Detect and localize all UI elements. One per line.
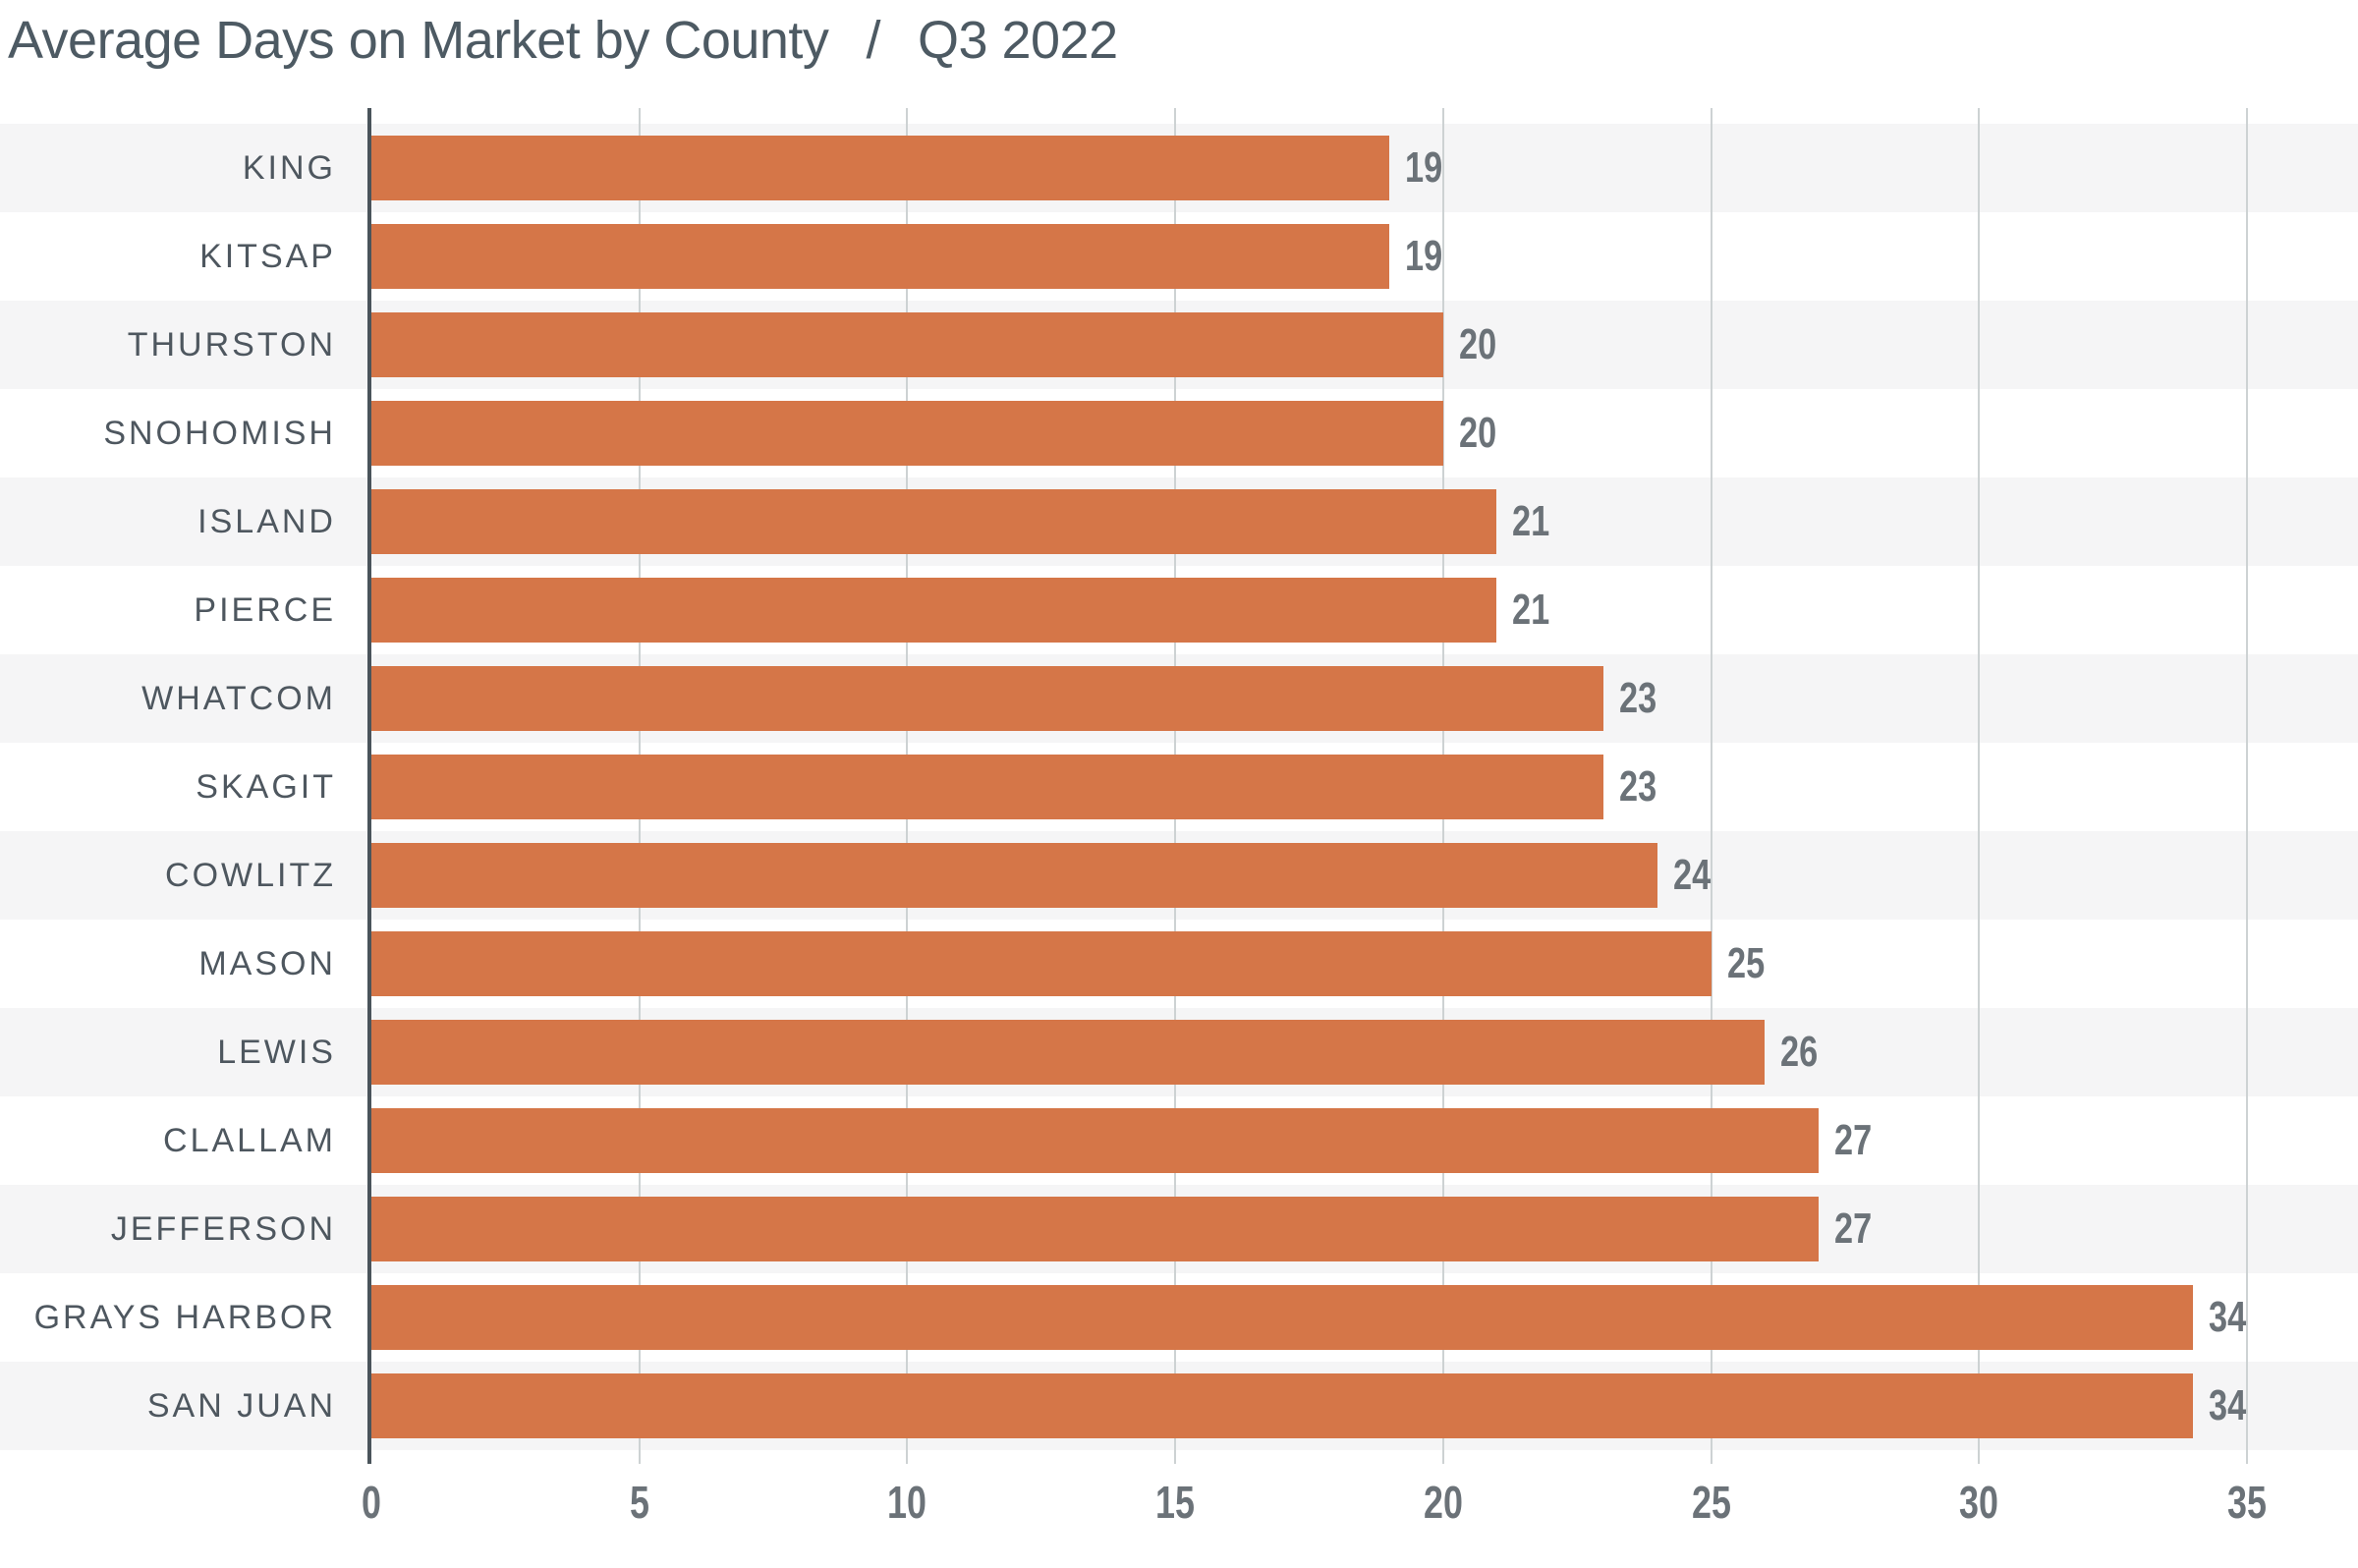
category-label-lewis: LEWIS — [217, 1034, 336, 1071]
bar-value-label: 21 — [1512, 497, 1550, 545]
bar-value-label: 23 — [1619, 674, 1657, 722]
gridline-x-25 — [1711, 108, 1712, 1464]
x-tick-label-35: 35 — [2227, 1477, 2267, 1528]
category-label-pierce: PIERCE — [194, 591, 336, 629]
bar-cowlitz — [371, 843, 1657, 908]
category-label-king: KING — [242, 149, 336, 187]
x-tick-label-25: 25 — [1692, 1477, 1731, 1528]
bar-value-label: 19 — [1405, 232, 1443, 280]
plot-area: KING 19 KITSAP 19 THURSTON 20 SNOHOMISH 20 ISLAN… — [0, 108, 2358, 1528]
bar-clallam — [371, 1108, 1819, 1173]
bar-snohomish — [371, 401, 1443, 466]
bar-value-label: 27 — [1834, 1116, 1873, 1164]
bar-pierce — [371, 578, 1496, 643]
category-label-thurston: THURSTON — [127, 326, 336, 364]
bar-mason — [371, 931, 1712, 996]
x-tick-label-20: 20 — [1424, 1477, 1463, 1528]
gridline-x-35 — [2246, 108, 2248, 1464]
y-axis-line — [367, 108, 371, 1464]
bar-value-label: 20 — [1459, 320, 1497, 368]
category-label-grays-harbor: GRAYS HARBOR — [33, 1299, 336, 1336]
bar-value-label: 25 — [1727, 939, 1766, 987]
x-tick-label-30: 30 — [1959, 1477, 1998, 1528]
x-tick-label-15: 15 — [1155, 1477, 1195, 1528]
chart-title: Average Days on Market by County / Q3 20… — [8, 6, 1118, 75]
bar-value-label: 34 — [2209, 1293, 2247, 1341]
bar-whatcom — [371, 666, 1603, 731]
category-label-clallam: CLALLAM — [163, 1122, 336, 1159]
bar-skagit — [371, 755, 1603, 819]
bar-value-label: 20 — [1459, 409, 1497, 457]
chart-title-separator: / — [866, 11, 880, 70]
bar-kitsap — [371, 224, 1389, 289]
bar-island — [371, 489, 1496, 554]
bar-thurston — [371, 312, 1443, 377]
bar-value-label: 23 — [1619, 762, 1657, 811]
gridline-x-30 — [1978, 108, 1980, 1464]
bar-value-label: 21 — [1512, 586, 1550, 634]
x-tick-label-10: 10 — [887, 1477, 926, 1528]
bar-king — [371, 136, 1389, 200]
category-label-skagit: SKAGIT — [196, 768, 336, 806]
bar-lewis — [371, 1020, 1765, 1085]
bar-jefferson — [371, 1197, 1819, 1261]
bar-value-label: 27 — [1834, 1204, 1873, 1253]
bar-san-juan — [371, 1373, 2193, 1438]
chart-title-period: Q3 2022 — [917, 11, 1118, 70]
category-label-kitsap: KITSAP — [199, 238, 336, 275]
x-tick-label-0: 0 — [362, 1477, 381, 1528]
category-label-cowlitz: COWLITZ — [165, 857, 336, 894]
bar-value-label: 26 — [1780, 1028, 1819, 1076]
category-label-snohomish: SNOHOMISH — [103, 415, 336, 452]
category-label-mason: MASON — [198, 945, 336, 982]
bar-value-label: 34 — [2209, 1381, 2247, 1429]
category-label-san-juan: SAN JUAN — [146, 1387, 336, 1425]
bar-value-label: 24 — [1673, 851, 1712, 899]
bar-grays-harbor — [371, 1285, 2193, 1350]
category-label-jefferson: JEFFERSON — [110, 1210, 336, 1248]
x-tick-label-5: 5 — [630, 1477, 649, 1528]
category-label-whatcom: WHATCOM — [141, 680, 336, 717]
chart-title-main: Average Days on Market by County — [8, 11, 829, 70]
bar-value-label: 19 — [1405, 143, 1443, 192]
category-label-island: ISLAND — [197, 503, 336, 540]
